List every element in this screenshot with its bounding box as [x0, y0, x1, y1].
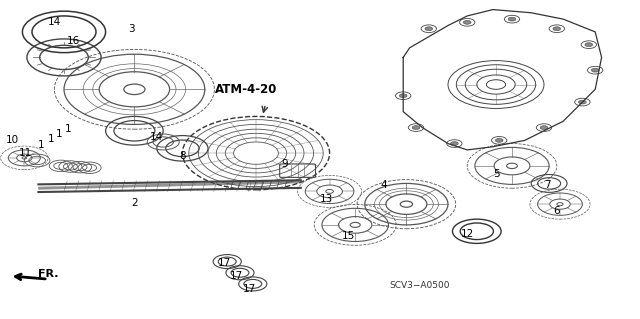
Text: 1: 1 — [65, 124, 72, 134]
Text: 13: 13 — [320, 194, 333, 204]
Circle shape — [591, 68, 599, 72]
Text: 8: 8 — [179, 151, 186, 161]
Circle shape — [399, 94, 407, 98]
Circle shape — [451, 142, 458, 145]
Circle shape — [412, 126, 420, 130]
Text: 10: 10 — [6, 135, 19, 145]
Circle shape — [553, 27, 561, 31]
Text: 17: 17 — [218, 258, 230, 268]
Text: 17: 17 — [243, 284, 256, 294]
Text: 14: 14 — [150, 132, 163, 142]
Text: 2: 2 — [131, 197, 138, 208]
Text: FR.: FR. — [38, 269, 59, 279]
Text: 16: 16 — [67, 36, 80, 47]
Circle shape — [579, 100, 586, 104]
Text: SCV3−A0500: SCV3−A0500 — [389, 281, 449, 290]
Text: 17: 17 — [230, 271, 243, 281]
Text: 1: 1 — [56, 129, 63, 139]
Text: 12: 12 — [461, 229, 474, 240]
Circle shape — [463, 20, 471, 24]
Text: 15: 15 — [342, 231, 355, 241]
Text: 9: 9 — [282, 159, 288, 169]
Text: 3: 3 — [128, 24, 134, 34]
Text: 14: 14 — [48, 17, 61, 27]
Circle shape — [425, 27, 433, 31]
Text: 7: 7 — [544, 180, 550, 190]
Text: 1: 1 — [48, 134, 54, 144]
Circle shape — [585, 43, 593, 47]
Text: 5: 5 — [493, 169, 499, 179]
Circle shape — [540, 126, 548, 130]
Text: 1: 1 — [38, 140, 45, 150]
Text: 11: 11 — [19, 148, 32, 158]
Text: 4: 4 — [381, 180, 387, 190]
Circle shape — [495, 138, 503, 142]
Text: ATM-4-20: ATM-4-20 — [215, 83, 278, 96]
Circle shape — [508, 17, 516, 21]
Text: 6: 6 — [554, 205, 560, 216]
